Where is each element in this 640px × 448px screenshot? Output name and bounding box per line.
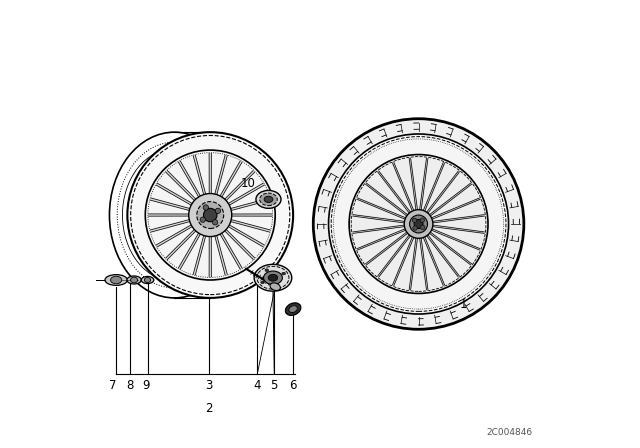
Text: 9: 9 xyxy=(143,379,150,392)
Polygon shape xyxy=(209,153,211,198)
Ellipse shape xyxy=(264,196,273,202)
Polygon shape xyxy=(214,155,227,199)
Polygon shape xyxy=(365,183,408,216)
Ellipse shape xyxy=(215,208,221,214)
Polygon shape xyxy=(166,171,199,204)
Polygon shape xyxy=(225,183,264,207)
Polygon shape xyxy=(409,158,417,210)
Polygon shape xyxy=(221,171,255,204)
Ellipse shape xyxy=(410,215,428,233)
Polygon shape xyxy=(365,232,408,265)
Polygon shape xyxy=(148,214,193,216)
Polygon shape xyxy=(357,229,406,250)
Ellipse shape xyxy=(254,264,292,291)
Text: 3: 3 xyxy=(205,379,212,392)
Ellipse shape xyxy=(270,283,280,291)
Ellipse shape xyxy=(265,269,269,271)
Polygon shape xyxy=(392,237,414,285)
Ellipse shape xyxy=(189,194,232,237)
Polygon shape xyxy=(193,231,207,275)
Ellipse shape xyxy=(260,281,264,284)
Ellipse shape xyxy=(420,218,424,222)
Text: 2C004846: 2C004846 xyxy=(486,428,533,437)
Ellipse shape xyxy=(212,220,218,225)
Polygon shape xyxy=(353,225,404,233)
Text: 10: 10 xyxy=(241,177,256,190)
Ellipse shape xyxy=(349,155,488,293)
Ellipse shape xyxy=(404,210,433,238)
Polygon shape xyxy=(431,229,480,250)
Ellipse shape xyxy=(412,218,417,223)
Ellipse shape xyxy=(282,272,285,275)
Polygon shape xyxy=(420,238,428,290)
Ellipse shape xyxy=(285,303,301,315)
Ellipse shape xyxy=(131,277,138,283)
Ellipse shape xyxy=(127,276,141,284)
Ellipse shape xyxy=(314,119,524,329)
Polygon shape xyxy=(409,238,417,290)
Ellipse shape xyxy=(127,132,293,298)
Polygon shape xyxy=(357,198,406,219)
Ellipse shape xyxy=(328,134,509,314)
Polygon shape xyxy=(156,183,196,207)
Ellipse shape xyxy=(145,277,150,283)
Polygon shape xyxy=(193,155,207,199)
Text: 5: 5 xyxy=(271,379,278,392)
Text: 7: 7 xyxy=(109,379,116,392)
Ellipse shape xyxy=(111,276,122,284)
Polygon shape xyxy=(427,171,460,213)
Polygon shape xyxy=(209,232,211,277)
Polygon shape xyxy=(179,229,203,269)
Polygon shape xyxy=(433,215,484,223)
Ellipse shape xyxy=(200,217,205,222)
Ellipse shape xyxy=(197,202,224,228)
Polygon shape xyxy=(353,215,404,223)
Text: 4: 4 xyxy=(253,379,261,392)
Text: 1: 1 xyxy=(460,298,467,311)
Polygon shape xyxy=(218,229,242,269)
Polygon shape xyxy=(227,214,272,216)
Ellipse shape xyxy=(268,274,278,281)
Polygon shape xyxy=(423,163,445,211)
Ellipse shape xyxy=(264,271,282,284)
Polygon shape xyxy=(378,235,410,277)
Polygon shape xyxy=(150,198,194,211)
Ellipse shape xyxy=(420,225,425,230)
Ellipse shape xyxy=(204,208,217,222)
Ellipse shape xyxy=(414,220,423,228)
Polygon shape xyxy=(433,225,484,233)
Polygon shape xyxy=(429,183,472,216)
Polygon shape xyxy=(227,198,270,211)
Ellipse shape xyxy=(289,306,298,313)
Polygon shape xyxy=(150,219,194,232)
Polygon shape xyxy=(166,226,199,259)
Polygon shape xyxy=(179,161,203,201)
Ellipse shape xyxy=(260,193,277,206)
Polygon shape xyxy=(431,198,480,219)
Polygon shape xyxy=(429,232,472,265)
Polygon shape xyxy=(427,235,460,277)
Polygon shape xyxy=(227,219,270,232)
Ellipse shape xyxy=(105,275,127,285)
Ellipse shape xyxy=(256,190,281,208)
Ellipse shape xyxy=(141,276,154,284)
Polygon shape xyxy=(392,163,414,211)
Ellipse shape xyxy=(145,150,275,280)
Polygon shape xyxy=(378,171,410,213)
Polygon shape xyxy=(156,223,196,247)
Polygon shape xyxy=(423,237,445,285)
Polygon shape xyxy=(225,223,264,247)
Polygon shape xyxy=(218,161,242,201)
Ellipse shape xyxy=(203,205,209,210)
Ellipse shape xyxy=(413,226,417,230)
Polygon shape xyxy=(214,231,227,275)
Text: 8: 8 xyxy=(126,379,134,392)
Text: 6: 6 xyxy=(289,379,297,392)
Text: 2: 2 xyxy=(205,402,212,415)
Polygon shape xyxy=(420,158,428,210)
Polygon shape xyxy=(221,226,255,259)
